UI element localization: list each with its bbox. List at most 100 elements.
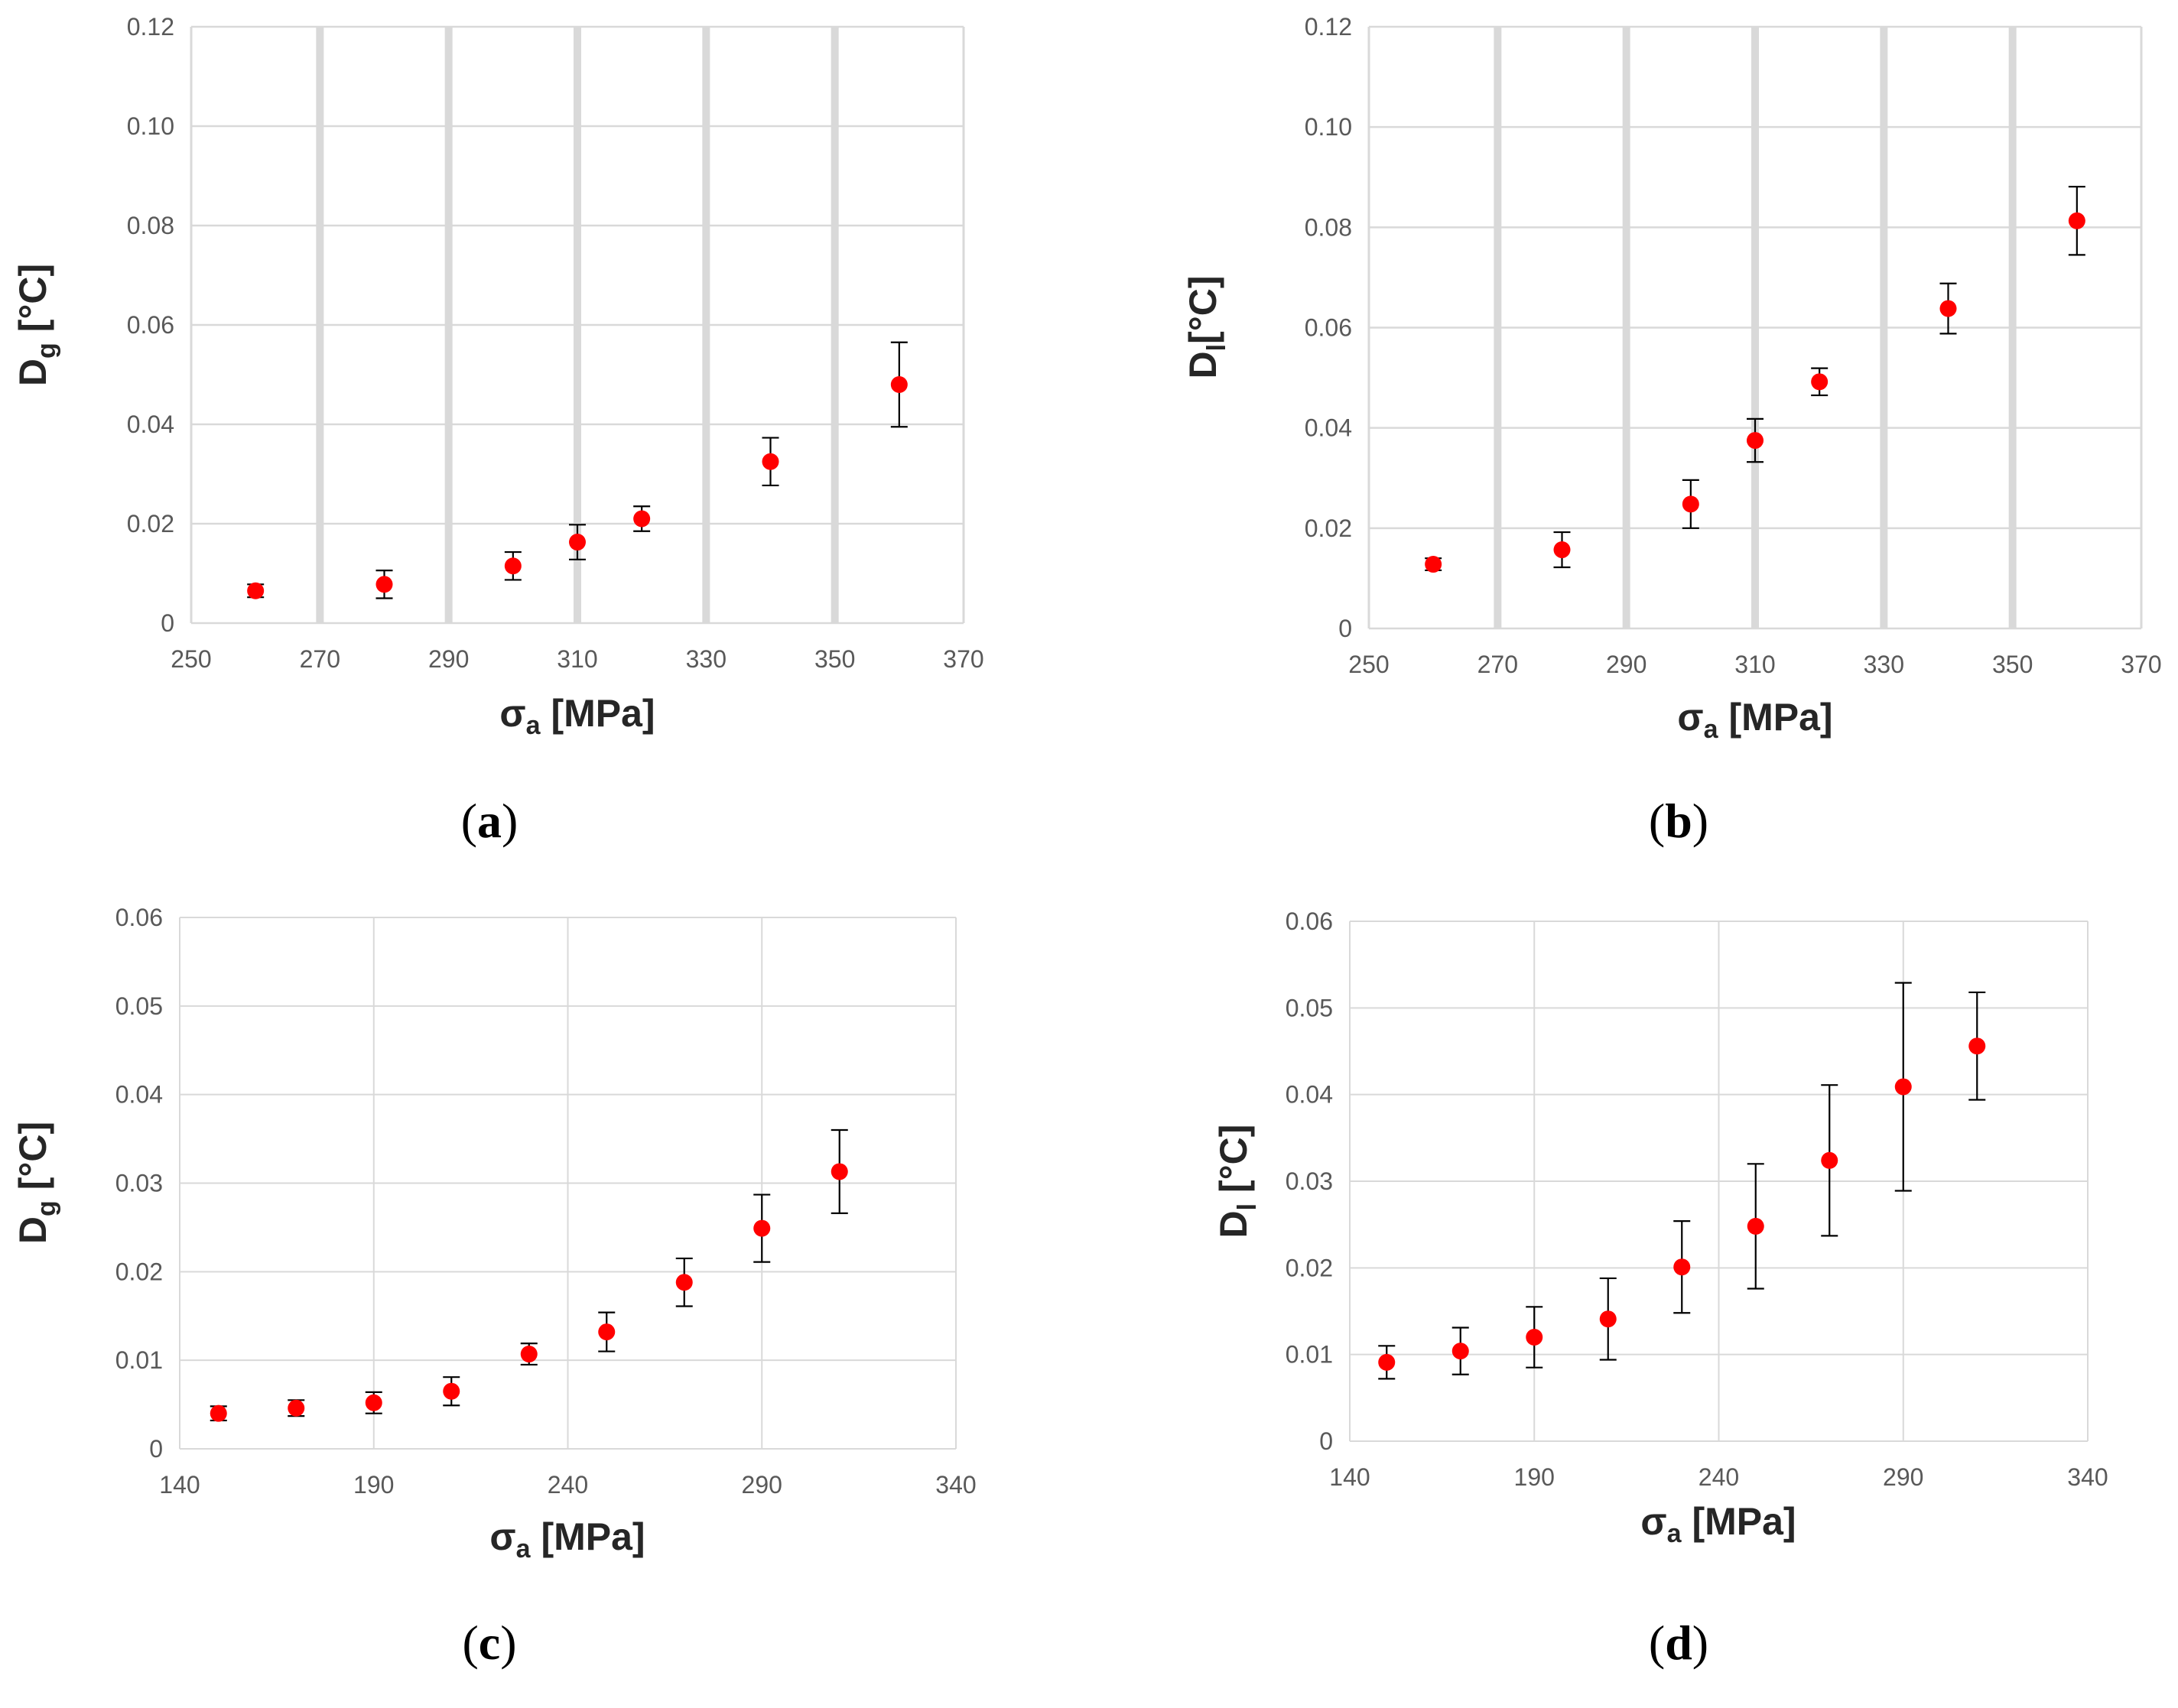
data-point (1553, 541, 1571, 559)
data-point (365, 1394, 382, 1411)
x-tick-label: 330 (1864, 651, 1904, 678)
y-tick-label: 0 (161, 609, 174, 637)
data-point (633, 510, 651, 528)
y-tick-label: 0 (1338, 615, 1352, 642)
data-point (598, 1323, 616, 1341)
x-tick-label: 190 (353, 1471, 394, 1499)
y-tick-label: 0.03 (115, 1170, 163, 1197)
y-tick-label: 0.10 (1305, 113, 1352, 141)
y-tick-label: 0.06 (127, 311, 174, 339)
x-tick-label: 250 (1348, 651, 1389, 678)
x-tick-label: 310 (557, 645, 597, 673)
x-tick-label: 350 (1992, 651, 2033, 678)
data-point (1425, 556, 1442, 573)
x-tick-label: 290 (1883, 1463, 1923, 1491)
x-tick-label: 340 (935, 1471, 976, 1499)
x-tick-label: 340 (2067, 1463, 2108, 1491)
data-point (443, 1382, 460, 1400)
data-point (1378, 1353, 1396, 1371)
y-tick-label: 0.06 (1286, 908, 1333, 935)
y-tick-label: 0.05 (1286, 994, 1333, 1021)
x-tick-label: 250 (171, 645, 211, 673)
data-point (1939, 300, 1957, 317)
panel-caption: (c) (462, 1615, 516, 1670)
y-tick-label: 0.04 (1305, 414, 1352, 442)
y-tick-label: 0.08 (127, 212, 174, 239)
data-point (1821, 1151, 1838, 1169)
y-tick-label: 0.08 (1305, 213, 1352, 241)
y-tick-label: 0.01 (115, 1346, 163, 1374)
data-point (1526, 1329, 1543, 1346)
data-point (210, 1404, 227, 1422)
data-point (2068, 212, 2085, 229)
x-tick-label: 330 (686, 645, 727, 673)
y-tick-label: 0.01 (1286, 1341, 1333, 1369)
data-point (753, 1219, 771, 1237)
x-tick-label: 350 (814, 645, 855, 673)
y-tick-label: 0 (1319, 1427, 1333, 1455)
chart-panel-c: 0 0.01 0.02 0.03 0.04 0.05 0.06 140 190 240 290 340… (11, 904, 977, 1670)
x-tick-label: 140 (159, 1471, 200, 1499)
x-tick-label: 290 (1606, 651, 1647, 678)
data-point (569, 534, 586, 551)
y-axis-label: Dg [°C] (11, 264, 61, 386)
x-tick-label: 370 (943, 645, 983, 673)
data-point (1747, 1217, 1764, 1235)
x-tick-label: 190 (1514, 1463, 1555, 1491)
x-tick-label: 290 (428, 645, 469, 673)
y-tick-label: 0.12 (1305, 13, 1352, 41)
y-axis-label: Dl[°C] (1182, 276, 1231, 379)
y-tick-label: 0.04 (1286, 1081, 1333, 1109)
data-point (1968, 1037, 1986, 1055)
data-point (1673, 1258, 1691, 1276)
y-tick-label: 0.02 (1286, 1254, 1333, 1281)
y-tick-label: 0.04 (115, 1081, 163, 1109)
y-tick-label: 0.02 (1305, 515, 1352, 542)
x-tick-label: 240 (1699, 1463, 1739, 1491)
x-tick-label: 240 (548, 1471, 588, 1499)
data-point (1599, 1310, 1617, 1328)
y-tick-label: 0.06 (1305, 314, 1352, 342)
chart-panel-b: 0 0.02 0.04 0.06 0.08 0.10 0.12 250 270 290 310 330… (1182, 13, 2162, 848)
y-axis-label: Dg [°C] (11, 1122, 61, 1244)
panel-caption: (b) (1649, 794, 1708, 848)
y-tick-label: 0.04 (127, 411, 174, 438)
panel-caption: (d) (1649, 1615, 1708, 1670)
x-tick-label: 270 (300, 645, 340, 673)
panel-caption: (a) (461, 794, 518, 848)
chart-panel-d: 0 0.01 0.02 0.03 0.04 0.05 0.06 140 190 240 290 340… (1212, 908, 2108, 1670)
data-point (288, 1399, 305, 1417)
data-point (375, 576, 393, 593)
data-point (675, 1274, 693, 1291)
y-tick-label: 0.02 (115, 1258, 163, 1285)
data-point (1451, 1343, 1469, 1360)
x-tick-label: 310 (1734, 651, 1775, 678)
y-tick-label: 0 (149, 1435, 163, 1463)
x-axis-label: σa [MPa] (1677, 696, 1832, 744)
data-point (247, 582, 265, 599)
data-point (1811, 373, 1829, 391)
x-axis-label: σa [MPa] (489, 1515, 645, 1564)
y-tick-label: 0.02 (127, 510, 174, 537)
x-tick-label: 140 (1329, 1463, 1370, 1491)
data-point (520, 1346, 538, 1363)
data-point (1682, 495, 1699, 513)
x-axis-label: σa [MPa] (499, 692, 655, 740)
x-tick-label: 370 (2121, 651, 2161, 678)
y-tick-label: 0.10 (127, 112, 174, 140)
data-point (831, 1163, 848, 1180)
y-tick-label: 0.03 (1286, 1167, 1333, 1195)
data-point (1894, 1078, 1912, 1096)
chart-panel-a: 0 0.02 0.04 0.06 0.08 0.10 0.12 250 270 290 310 330… (11, 13, 984, 848)
x-tick-label: 290 (742, 1471, 782, 1499)
y-axis-label: Dl [°C] (1212, 1125, 1262, 1239)
data-point (762, 453, 779, 470)
x-axis-label: σa [MPa] (1640, 1500, 1796, 1548)
y-tick-label: 0.05 (115, 992, 163, 1020)
data-point (504, 557, 522, 575)
data-point (1747, 432, 1764, 450)
y-tick-label: 0.12 (127, 13, 174, 41)
data-point (890, 376, 908, 393)
y-tick-label: 0.06 (115, 904, 163, 931)
